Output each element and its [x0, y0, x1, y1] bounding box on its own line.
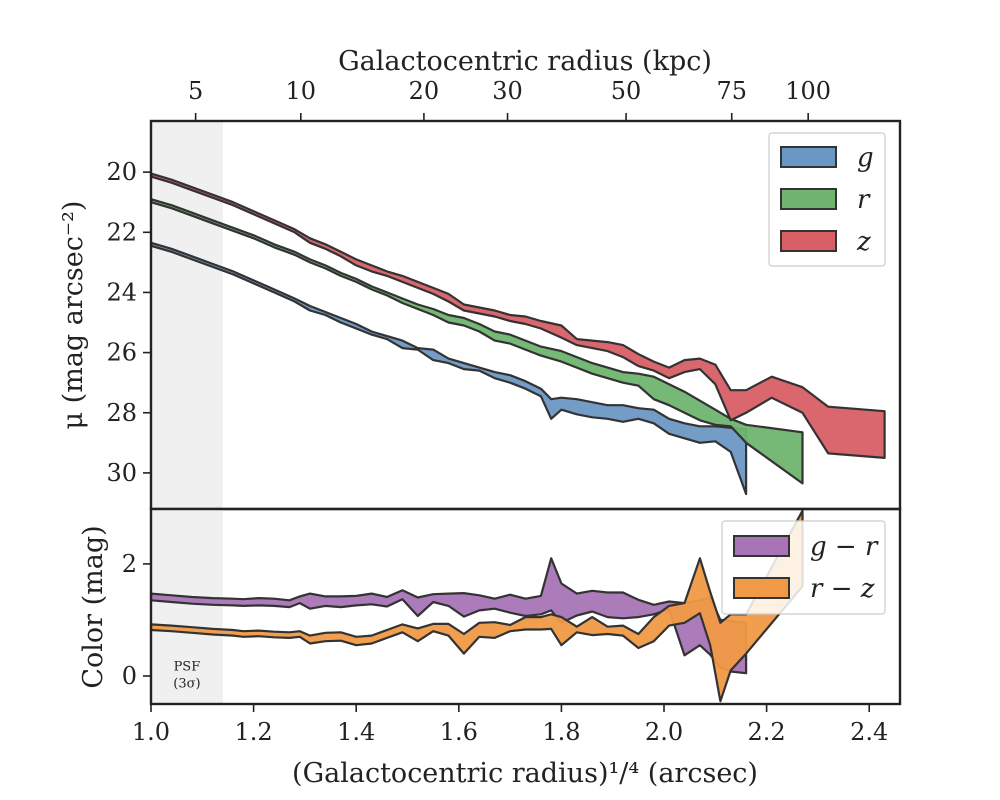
y-tick-label-28: 28 [106, 399, 137, 427]
kpc-tick-label-50: 50 [611, 77, 642, 105]
x-axis-title: (Galactocentric radius)¹/⁴ (arcsec) [292, 758, 758, 789]
color-y-tick-label-2: 2 [122, 550, 137, 578]
y-tick-label-22: 22 [106, 218, 137, 246]
top-panel-y-ticks: 20 22 24 26 28 30 [106, 158, 151, 487]
legend-label-r-z: r − z [810, 574, 875, 604]
top-axis-kpc-ticks: 5 10 20 30 50 75 100 [188, 77, 831, 121]
legend-bands: grz [768, 132, 886, 267]
legend-swatch-g-r [733, 535, 790, 557]
psf-annotation-line1: PSF [174, 659, 201, 674]
kpc-tick-label-30: 30 [492, 77, 523, 105]
kpc-tick-label-100: 100 [785, 77, 831, 105]
kpc-tick-label-20: 20 [409, 77, 440, 105]
band-r [149, 198, 804, 485]
band-g [149, 241, 748, 496]
bottom-panel-y-ticks: 02 [122, 550, 151, 690]
legend-label-g-r: g − r [810, 532, 879, 562]
psf-shaded-region-color [151, 509, 223, 704]
y-tick-label-24: 24 [106, 278, 137, 306]
x-tick-label-2-2: 2.2 [748, 718, 786, 746]
legend-label-z: z [856, 227, 871, 257]
psf-annotation-line2: (3σ) [173, 676, 200, 691]
legend-swatch-g [780, 146, 837, 168]
surface-brightness-panel: 20 22 24 26 28 30 5 10 20 30 50 75 100 Galactocentr… [58, 46, 902, 511]
y-axis-title-surface-brightness: μ (mag arcsec⁻²) [58, 201, 89, 430]
legend-swatch-r [780, 188, 837, 210]
band-z [149, 172, 886, 459]
top-axis-title: Galactocentric radius (kpc) [338, 46, 712, 77]
bottom-panel-frame [149, 507, 902, 706]
y-axis-title-color: Color (mag) [78, 525, 109, 688]
legend-colors: g − r r − z [721, 520, 886, 615]
legend-swatch-z [780, 230, 837, 252]
band-g-r [149, 557, 748, 675]
x-tick-label-2-4: 2.4 [850, 718, 888, 746]
legend-label-r: r [857, 185, 871, 215]
y-tick-label-30: 30 [106, 459, 137, 487]
x-axis-ticks: 1.0 1.2 1.4 1.6 1.8 2.0 2.2 2.4 [132, 704, 888, 746]
kpc-tick-label-10: 10 [286, 77, 317, 105]
x-tick-label-2-0: 2.0 [645, 718, 683, 746]
color-bands [149, 509, 804, 703]
y-tick-label-26: 26 [106, 339, 137, 367]
x-tick-label-1-6: 1.6 [440, 718, 478, 746]
color-panel: 02 1.0 1.2 1.4 1.6 1.8 2.0 2.2 2.4 PSF (3σ) (Ga… [78, 507, 902, 789]
color-y-tick-label-0: 0 [122, 662, 137, 690]
surface-brightness-bands [149, 172, 886, 496]
kpc-tick-label-5: 5 [188, 77, 203, 105]
x-tick-label-1-2: 1.2 [235, 718, 273, 746]
x-tick-label-1-0: 1.0 [132, 718, 170, 746]
legend-swatch-r-z [733, 577, 790, 599]
x-tick-label-1-8: 1.8 [542, 718, 580, 746]
x-tick-label-1-4: 1.4 [337, 718, 375, 746]
y-tick-label-20: 20 [106, 158, 137, 186]
legend-label-g: g [857, 143, 874, 173]
kpc-tick-label-75: 75 [716, 77, 747, 105]
